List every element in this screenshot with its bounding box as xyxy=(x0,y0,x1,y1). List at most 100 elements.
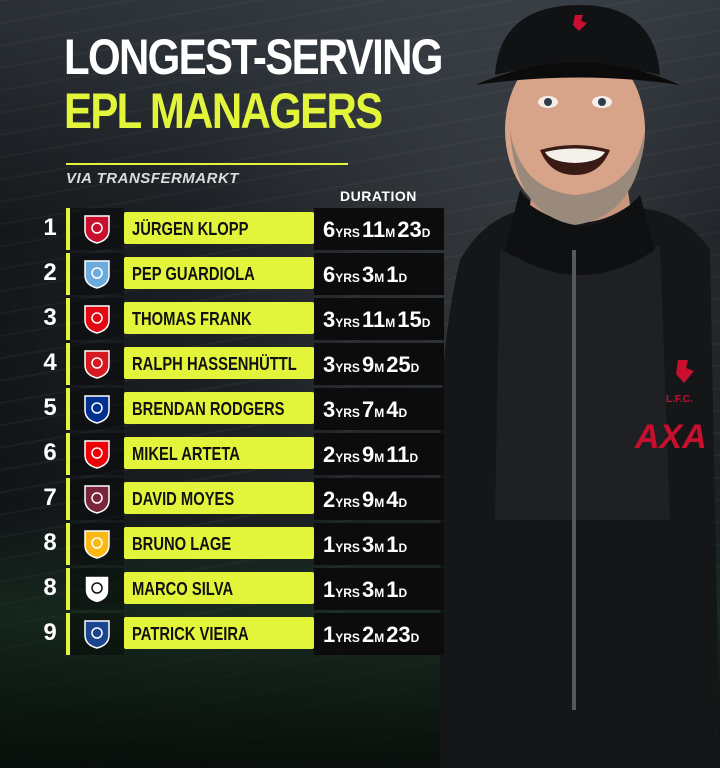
days-value: 23 xyxy=(386,622,411,647)
years-unit: YRS xyxy=(335,631,360,645)
days-value: 4 xyxy=(386,397,399,422)
months-unit: M xyxy=(385,226,396,240)
wolves-crest-icon-shape xyxy=(84,530,110,559)
months-unit: M xyxy=(374,541,385,555)
days-value: 1 xyxy=(386,262,399,287)
months-unit: M xyxy=(374,406,385,420)
manager-name-box: MIKEL ARTETA xyxy=(124,437,314,469)
years-value: 1 xyxy=(323,577,336,602)
row-accent-bar xyxy=(66,253,70,295)
duration-box: 1YRS3M1D xyxy=(314,523,444,565)
row-accent-bar xyxy=(66,478,70,520)
months-unit: M xyxy=(374,496,385,510)
months-unit: M xyxy=(374,586,385,600)
table-row: 2 PEP GUARDIOLA 6YRS3M1D xyxy=(0,253,460,298)
rank-number: 4 xyxy=(43,349,57,376)
years-unit: YRS xyxy=(335,226,360,240)
duration-box: 2YRS9M11D xyxy=(314,433,444,475)
manager-name-box: PEP GUARDIOLA xyxy=(124,257,314,289)
years-unit: YRS xyxy=(335,271,360,285)
days-unit: D xyxy=(398,586,408,600)
row-accent-bar xyxy=(66,613,70,655)
years-unit: YRS xyxy=(335,451,360,465)
rank-number: 8 xyxy=(43,574,57,601)
crystal-palace-crest-icon-shape xyxy=(84,620,110,649)
tenure-duration: 1YRS2M23D xyxy=(323,622,421,648)
days-unit: D xyxy=(410,361,420,375)
row-accent-bar xyxy=(66,208,70,250)
rank-number: 1 xyxy=(43,214,57,241)
rank-number: 2 xyxy=(43,259,57,286)
months-unit: M xyxy=(374,271,385,285)
leicester-crest-icon xyxy=(70,388,124,430)
table-row: 8 BRUNO LAGE 1YRS3M1D xyxy=(0,523,460,568)
months-unit: M xyxy=(385,316,396,330)
duration-box: 6YRS11M23D xyxy=(314,208,444,250)
duration-column-header: DURATION xyxy=(340,188,417,204)
years-value: 2 xyxy=(323,487,336,512)
rank-number: 5 xyxy=(43,394,57,421)
months-value: 3 xyxy=(361,577,375,602)
years-value: 6 xyxy=(323,262,336,287)
days-value: 25 xyxy=(386,352,411,377)
tenure-duration: 3YRS9M25D xyxy=(323,352,421,378)
months-value: 9 xyxy=(361,352,375,377)
days-unit: D xyxy=(398,541,408,555)
row-accent-bar xyxy=(66,433,70,475)
manager-name-box: PATRICK VIEIRA xyxy=(124,617,314,649)
row-accent-bar xyxy=(66,343,70,385)
manager-name: PEP GUARDIOLA xyxy=(132,264,255,284)
man-city-crest-icon-shape xyxy=(84,260,110,289)
fulham-crest-icon xyxy=(70,568,124,610)
years-value: 2 xyxy=(323,442,336,467)
days-unit: D xyxy=(421,226,431,240)
west-ham-crest-icon xyxy=(70,478,124,520)
duration-box: 2YRS9M4D xyxy=(314,478,444,520)
manager-name-box: RALPH HASSENHÜTTL xyxy=(124,347,314,379)
years-value: 1 xyxy=(323,532,336,557)
table-row: 4 RALPH HASSENHÜTTL 3YRS9M25D xyxy=(0,343,460,388)
rank-number: 3 xyxy=(43,304,57,331)
table-row: 6 MIKEL ARTETA 2YRS9M11D xyxy=(0,433,460,478)
brentford-crest-icon-shape xyxy=(84,305,110,334)
tenure-duration: 2YRS9M4D xyxy=(323,487,409,513)
manager-name: RALPH HASSENHÜTTL xyxy=(132,354,297,374)
manager-name-box: JÜRGEN KLOPP xyxy=(124,212,314,244)
duration-box: 1YRS2M23D xyxy=(314,613,444,655)
manager-name-box: BRENDAN RODGERS xyxy=(124,392,314,424)
southampton-crest-icon xyxy=(70,343,124,385)
liverpool-crest-icon xyxy=(70,208,124,250)
days-value: 1 xyxy=(386,532,399,557)
jersey-crest-text: L.F.C. xyxy=(666,394,693,405)
arsenal-crest-icon-shape xyxy=(84,440,110,469)
manager-name: MARCO SILVA xyxy=(132,579,234,599)
days-value: 23 xyxy=(397,217,422,242)
table-row: 9 PATRICK VIEIRA 1YRS2M23D xyxy=(0,613,460,658)
months-unit: M xyxy=(374,361,385,375)
months-value: 3 xyxy=(361,262,375,287)
rank-number: 9 xyxy=(43,619,57,646)
months-value: 2 xyxy=(361,622,375,647)
days-unit: D xyxy=(410,631,420,645)
liverpool-crest-icon-shape xyxy=(84,215,110,244)
manager-photo: L.F.C. AXA xyxy=(440,5,720,768)
manager-name: DAVID MOYES xyxy=(132,489,235,509)
years-value: 3 xyxy=(323,307,336,332)
months-value: 9 xyxy=(361,487,375,512)
row-accent-bar xyxy=(66,298,70,340)
duration-box: 3YRS7M4D xyxy=(314,388,444,430)
days-unit: D xyxy=(409,451,419,465)
tenure-duration: 6YRS3M1D xyxy=(323,262,409,288)
months-value: 7 xyxy=(361,397,375,422)
tenure-duration: 3YRS11M15D xyxy=(323,307,432,333)
crystal-palace-crest-icon xyxy=(70,613,124,655)
manager-name: MIKEL ARTETA xyxy=(132,444,240,464)
row-accent-bar xyxy=(66,523,70,565)
rank-number: 8 xyxy=(43,529,57,556)
years-unit: YRS xyxy=(335,541,360,555)
years-value: 3 xyxy=(323,397,336,422)
table-row: 7 DAVID MOYES 2YRS9M4D xyxy=(0,478,460,523)
table-row: 8 MARCO SILVA 1YRS3M1D xyxy=(0,568,460,613)
years-value: 3 xyxy=(323,352,336,377)
duration-box: 3YRS11M15D xyxy=(314,298,444,340)
